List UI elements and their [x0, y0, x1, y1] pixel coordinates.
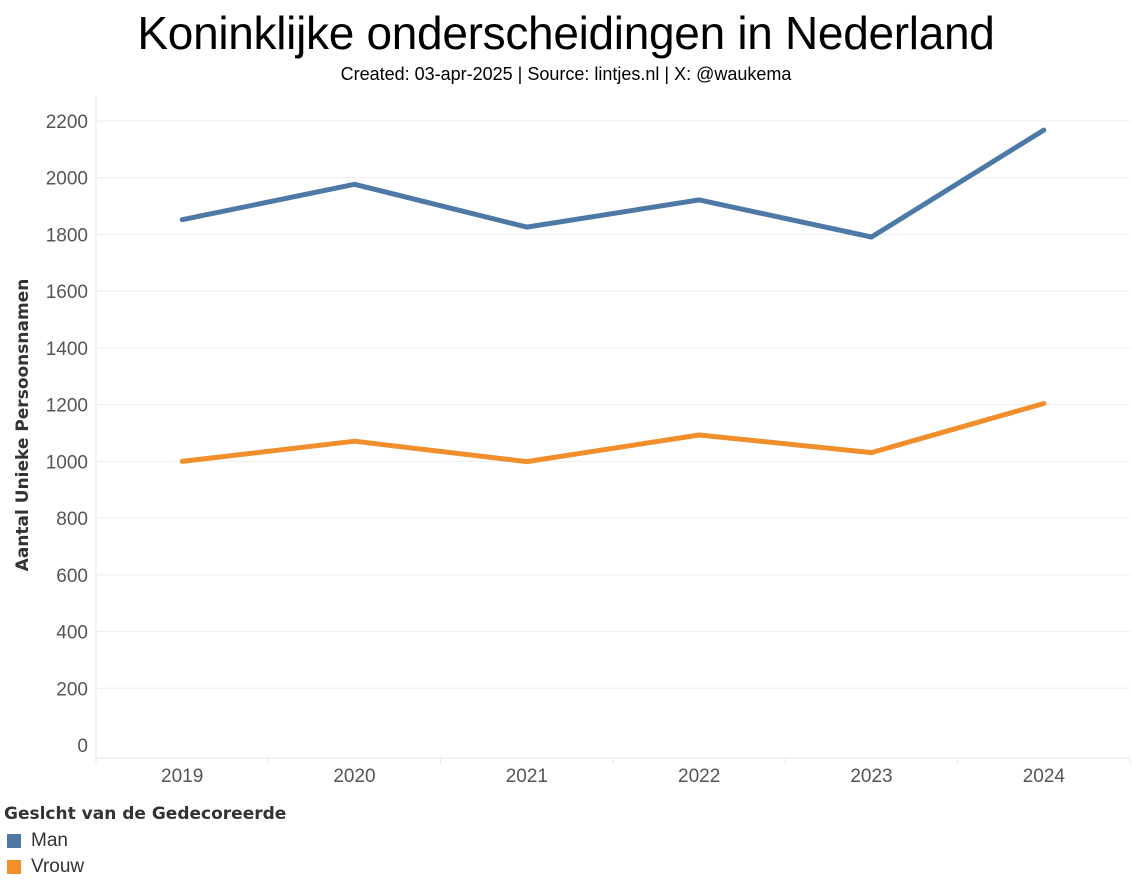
y-tick-label: 1600: [46, 282, 88, 303]
legend-title: Geslcht van de Gedecoreerde: [4, 804, 287, 824]
axes: [95, 96, 1131, 764]
x-tick-label: 2022: [678, 766, 720, 787]
legend-item-vrouw[interactable]: Vrouw: [4, 854, 286, 880]
x-axis-ticks: 2019 2020 2021 2022 2023 2024: [161, 766, 1065, 787]
series-line-man[interactable]: [179, 127, 1047, 240]
legend-swatch-man: [7, 834, 21, 848]
x-tick-label: 2024: [1023, 766, 1066, 787]
y-tick-label: 1400: [46, 339, 88, 360]
y-tick-label: 1800: [46, 225, 88, 246]
legend-swatch-vrouw: [7, 860, 21, 874]
y-tick-label: 0: [77, 736, 88, 757]
series-lines: [179, 127, 1047, 465]
legend-label-vrouw: Vrouw: [31, 856, 85, 877]
y-axis-label: Aantal Unieke Persoonsnamen: [13, 279, 33, 572]
chart-subtitle: Created: 03-apr-2025 | Source: lintjes.n…: [340, 64, 792, 84]
y-tick-label: 800: [56, 509, 88, 530]
y-tick-label: 1200: [46, 396, 88, 417]
x-tick-label: 2019: [161, 766, 203, 787]
legend-label-man: Man: [31, 830, 68, 851]
line-chart: 0 200 400 600 800 1000 1200 1400 1600 1800 2000 220…: [13, 96, 1131, 787]
legend-item-man[interactable]: Man: [4, 828, 286, 854]
x-tick-label: 2021: [506, 766, 548, 787]
y-axis-ticks: 0 200 400 600 800 1000 1200 1400 1600 1800 2000 220…: [46, 112, 88, 757]
chart-title: Koninklijke onderscheidingen in Nederlan…: [137, 7, 995, 59]
grid-lines: [96, 120, 1130, 689]
y-tick-label: 1000: [46, 452, 88, 473]
y-tick-label: 2000: [46, 169, 88, 190]
series-line-vrouw[interactable]: [179, 401, 1047, 465]
y-tick-label: 600: [56, 566, 88, 587]
y-tick-label: 400: [56, 623, 88, 644]
y-tick-label: 200: [56, 679, 88, 700]
x-tick-label: 2023: [850, 766, 892, 787]
y-tick-label: 2200: [46, 112, 88, 133]
x-tick-label: 2020: [333, 766, 375, 787]
legend: Geslcht van de Gedecoreerde Man Vrouw: [4, 804, 286, 880]
